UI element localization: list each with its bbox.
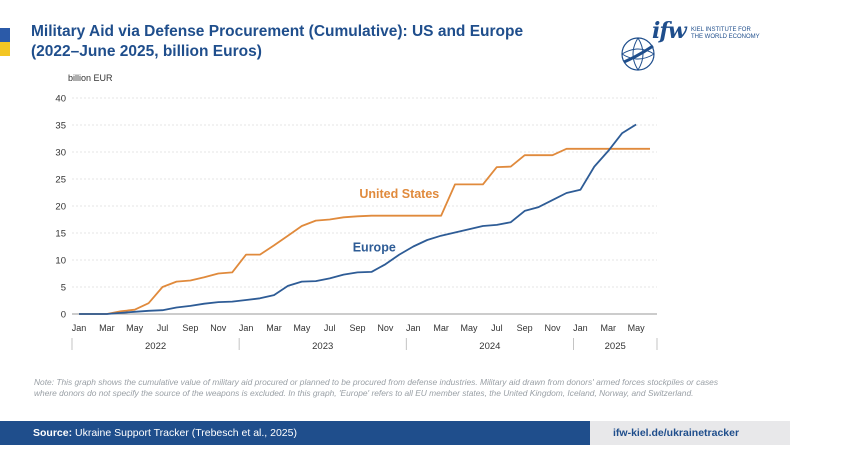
x-tick-label: Nov	[210, 323, 227, 333]
us-series-line	[79, 147, 650, 315]
x-tick-label: Mar	[266, 323, 282, 333]
europe-series-label: Europe	[353, 240, 396, 254]
x-tick-label: May	[628, 323, 646, 333]
year-label: 2023	[312, 341, 333, 352]
flag-yellow	[0, 42, 10, 56]
y-tick-label: 5	[61, 283, 66, 294]
footer: Source: Ukraine Support Tracker (Trebesc…	[0, 421, 850, 447]
logo-text-line-2: THE WORLD ECONOMY	[691, 34, 760, 40]
y-tick-label: 20	[55, 202, 66, 213]
logo-mark: ifw	[652, 18, 687, 44]
x-tick-label: Jul	[157, 323, 169, 333]
x-tick-label: Sep	[517, 323, 533, 333]
page-title: Military Aid via Defense Procurement (Cu…	[31, 22, 591, 62]
logo-text: KIEL INSTITUTE FOR THE WORLD ECONOMY	[691, 27, 771, 41]
x-tick-label: May	[126, 323, 144, 333]
x-tick-label: Jan	[406, 323, 421, 333]
tracker-link[interactable]: ifw-kiel.de/ukrainetracker	[613, 427, 740, 439]
title-line-2: (2022–June 2025, billion Euros)	[31, 43, 262, 60]
ifw-logo: ifw KIEL INSTITUTE FOR THE WORLD ECONOMY	[612, 18, 782, 74]
y-tick-label: 30	[55, 148, 66, 159]
source-text: Source: Ukraine Support Tracker (Trebesc…	[33, 427, 297, 439]
x-tick-label: May	[293, 323, 311, 333]
x-tick-label: Jan	[573, 323, 588, 333]
x-tick-label: Jan	[239, 323, 254, 333]
x-tick-label: Jul	[491, 323, 503, 333]
globe-icon	[621, 37, 655, 71]
y-tick-label: 10	[55, 256, 66, 267]
source-citation: Ukraine Support Tracker (Trebesch et al.…	[75, 427, 297, 439]
x-tick-label: May	[460, 323, 478, 333]
y-tick-label: 15	[55, 229, 66, 240]
europe-series-line	[79, 123, 637, 315]
y-axis-label: billion EUR	[68, 73, 113, 83]
y-tick-label: 35	[55, 121, 66, 132]
year-label: 2025	[605, 341, 626, 352]
us-series-label: United States	[359, 187, 439, 201]
x-tick-label: Sep	[182, 323, 198, 333]
x-tick-label: Nov	[545, 323, 562, 333]
source-label: Source:	[33, 427, 73, 439]
x-tick-label: Sep	[350, 323, 366, 333]
flag-blue	[0, 28, 10, 42]
y-tick-label: 40	[55, 94, 66, 105]
x-tick-label: Nov	[377, 323, 394, 333]
chart-note: Note: This graph shows the cumulative va…	[34, 377, 719, 398]
year-label: 2022	[145, 341, 166, 352]
x-tick-label: Mar	[433, 323, 449, 333]
year-label: 2024	[479, 341, 500, 352]
x-tick-label: Jan	[72, 323, 87, 333]
x-tick-label: Mar	[99, 323, 115, 333]
title-line-1: Military Aid via Defense Procurement (Cu…	[31, 23, 524, 40]
y-tick-label: 25	[55, 175, 66, 186]
logo-text-line-1: KIEL INSTITUTE FOR	[691, 27, 751, 33]
y-tick-label: 0	[61, 310, 66, 321]
x-tick-label: Mar	[601, 323, 617, 333]
x-tick-label: Jul	[324, 323, 336, 333]
footer-url-bar: ifw-kiel.de/ukrainetracker	[590, 421, 790, 445]
footer-source-bar: Source: Ukraine Support Tracker (Trebesc…	[0, 421, 590, 445]
